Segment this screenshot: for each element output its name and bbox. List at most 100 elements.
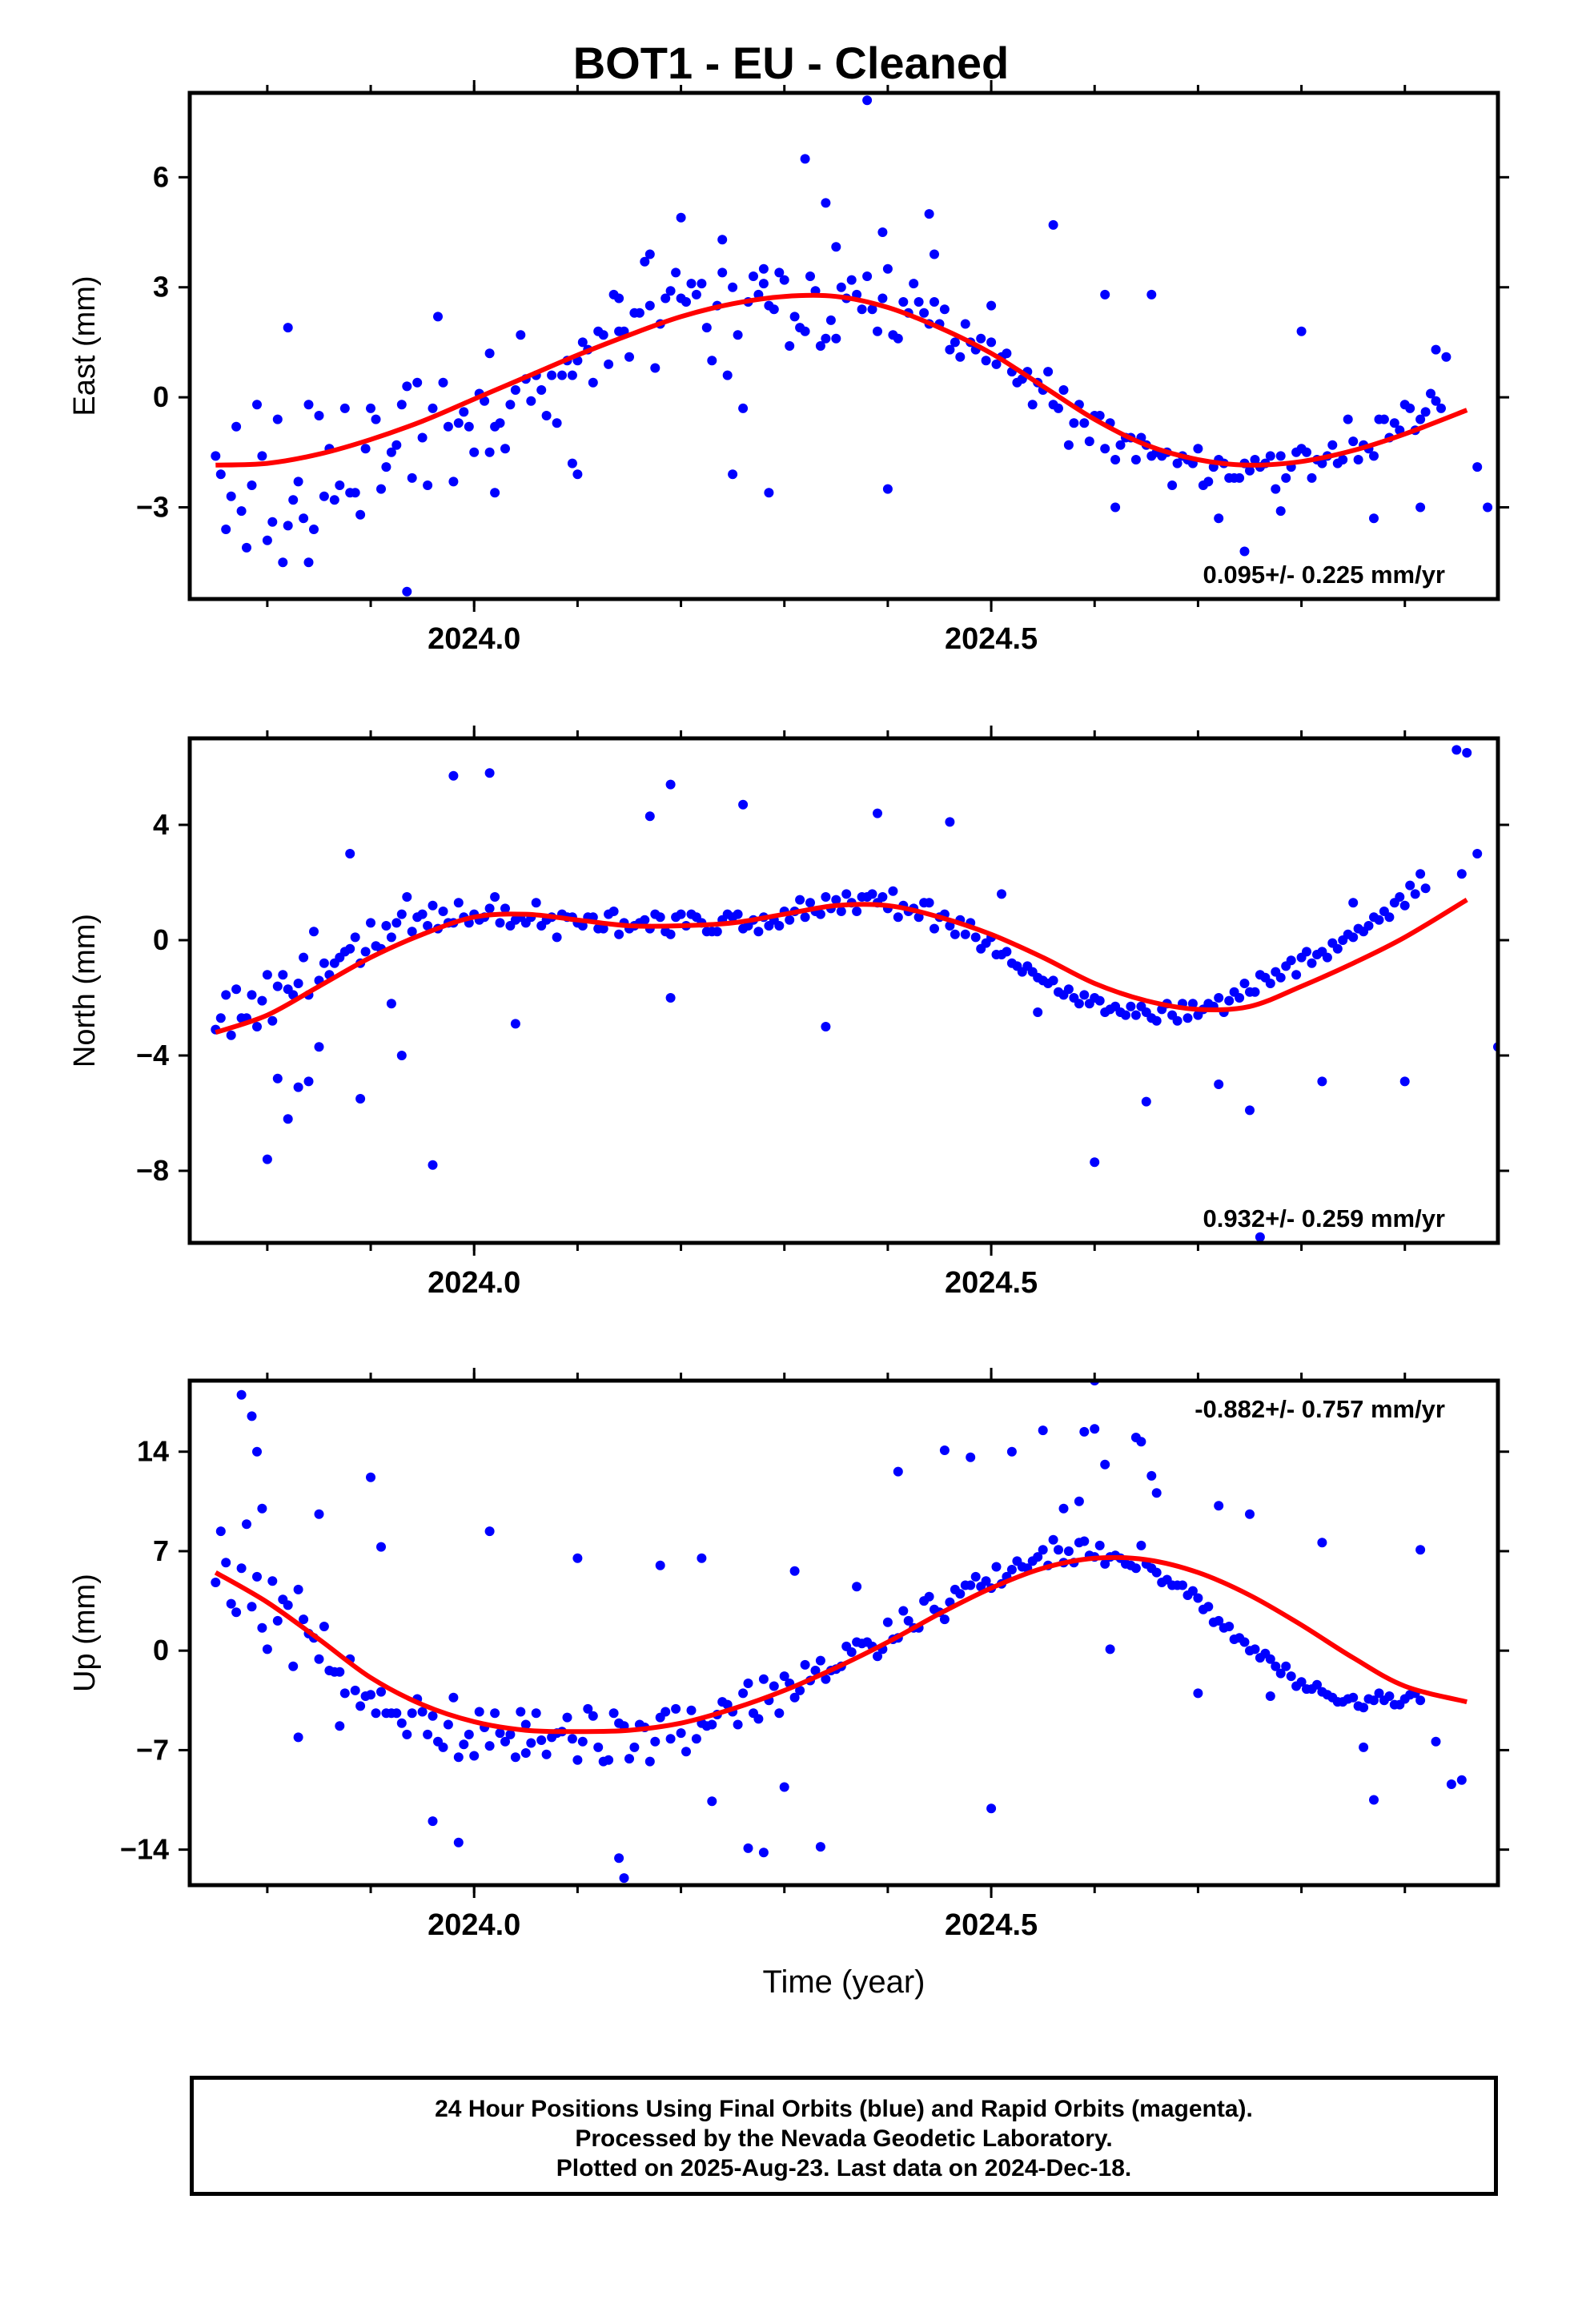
east-data-point: [226, 491, 236, 501]
east-data-point: [893, 333, 903, 344]
east-data-point: [717, 267, 728, 278]
east-data-point: [981, 356, 991, 366]
up-data-point: [1214, 1615, 1224, 1626]
up-data-point: [1224, 1622, 1235, 1631]
east-data-point: [355, 509, 366, 520]
up-data-point: [428, 1711, 438, 1721]
north-data-point: [888, 886, 898, 896]
up-data-point: [335, 1721, 345, 1731]
east-data-point: [789, 312, 800, 322]
east-data-point: [873, 326, 882, 336]
north-data-point: [1255, 1232, 1265, 1242]
up-data-point: [438, 1742, 448, 1752]
north-data-point: [1090, 1157, 1100, 1168]
east-data-point: [728, 469, 738, 480]
up-data-point: [376, 1687, 386, 1697]
east-data-point: [1100, 289, 1110, 300]
up-data-point: [1090, 1424, 1100, 1434]
east-data-point: [423, 480, 433, 490]
east-data-point: [484, 348, 495, 359]
up-data-point: [614, 1853, 624, 1864]
north-data-point: [1462, 0, 1472, 5]
north-data-point: [1130, 1010, 1141, 1020]
north-data-point: [484, 903, 495, 914]
north-y-axis-label: North (mm): [68, 914, 102, 1068]
north-data-point: [1374, 915, 1384, 925]
up-data-point: [1348, 1692, 1359, 1703]
up-data-point: [629, 1742, 640, 1752]
north-data-point: [997, 889, 1006, 899]
up-data-point: [236, 1563, 247, 1574]
east-y-tick-label: −3: [136, 491, 169, 524]
up-data-point: [262, 1644, 272, 1655]
north-x-tick-label: 2024.0: [428, 1266, 520, 1300]
east-data-point: [758, 263, 769, 274]
up-data-point: [769, 1681, 779, 1691]
north-data-point: [396, 909, 407, 919]
north-data-point: [1245, 1105, 1255, 1116]
up-data-point: [252, 1446, 262, 1457]
north-data-point: [448, 770, 459, 781]
east-data-point: [991, 359, 1002, 369]
up-data-point: [810, 1666, 821, 1675]
east-data-point: [1302, 447, 1311, 457]
north-data-point: [278, 970, 288, 980]
north-data-point: [960, 929, 970, 939]
north-data-point: [360, 947, 371, 957]
up-data-point: [1456, 1775, 1467, 1785]
up-data-point: [1094, 1540, 1105, 1550]
east-data-point: [1063, 440, 1074, 450]
east-data-point: [686, 279, 697, 289]
up-data-point: [1446, 1779, 1456, 1789]
north-data-point: [391, 918, 402, 928]
north-data-point: [366, 918, 375, 928]
up-data-point: [448, 1692, 459, 1703]
east-rate-label: 0.095+/- 0.225 mm/yr: [1203, 561, 1445, 589]
north-data-point: [1302, 947, 1311, 957]
north-data-point: [877, 892, 888, 902]
east-data-point: [547, 370, 557, 380]
east-data-point: [500, 444, 510, 454]
up-data-point: [588, 1711, 598, 1721]
up-data-point: [681, 1747, 691, 1757]
up-data-point: [242, 1519, 251, 1530]
north-data-point: [950, 929, 960, 939]
north-data-point: [283, 1114, 293, 1124]
east-y-tick-label: 0: [153, 380, 169, 413]
east-data-point: [1146, 289, 1157, 300]
up-data-point: [257, 1622, 267, 1633]
up-data-point: [469, 1751, 480, 1761]
east-data-point: [1281, 472, 1291, 483]
up-data-point: [355, 1701, 366, 1711]
north-data-point: [303, 1076, 314, 1087]
east-data-point: [402, 586, 412, 597]
north-data-point: [1395, 892, 1405, 902]
east-data-point: [1110, 502, 1121, 513]
up-data-point: [339, 1688, 350, 1699]
east-plot-frame: [187, 90, 1500, 601]
north-data-point: [226, 1030, 236, 1040]
north-data-point: [1182, 1013, 1193, 1023]
east-data-point: [1415, 414, 1426, 424]
up-data-point: [815, 1842, 825, 1852]
east-data-point: [339, 403, 350, 413]
north-data-point: [402, 892, 412, 902]
north-data-point: [1363, 921, 1374, 931]
up-data-point: [898, 1606, 909, 1616]
up-data-point: [1265, 1654, 1275, 1664]
up-data-point: [474, 1707, 484, 1717]
up-data-point: [1374, 1688, 1384, 1699]
up-data-point: [593, 1742, 604, 1752]
east-data-point: [1343, 414, 1353, 424]
up-data-point: [1100, 1558, 1110, 1569]
north-data-point: [386, 932, 396, 943]
north-data-point: [1447, 0, 1456, 5]
up-data-point: [252, 1571, 262, 1582]
north-data-point: [417, 909, 428, 919]
east-data-point: [464, 421, 474, 432]
up-data-point: [1079, 1536, 1090, 1546]
east-data-point: [1452, 0, 1461, 5]
east-data-point: [376, 484, 386, 494]
east-panel: 6 3 0 −3 2024.0 2024.5 East (mm) 0.095+/- 0.225…: [68, 0, 1509, 656]
up-data-point: [1130, 1563, 1141, 1574]
